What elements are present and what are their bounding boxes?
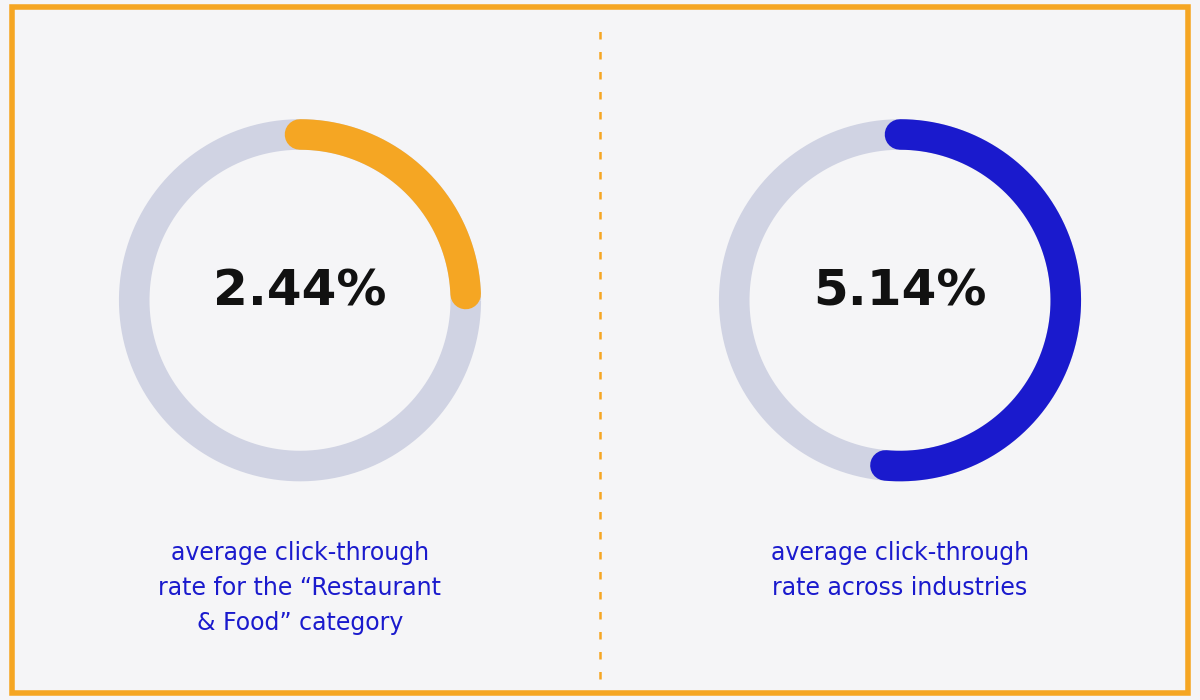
Text: average click-through
rate across industries: average click-through rate across indust…: [770, 540, 1030, 600]
Text: 2.44%: 2.44%: [214, 268, 386, 316]
Text: average click-through
rate for the “Restaurant
& Food” category: average click-through rate for the “Rest…: [158, 540, 442, 636]
Text: 5.14%: 5.14%: [814, 268, 986, 316]
